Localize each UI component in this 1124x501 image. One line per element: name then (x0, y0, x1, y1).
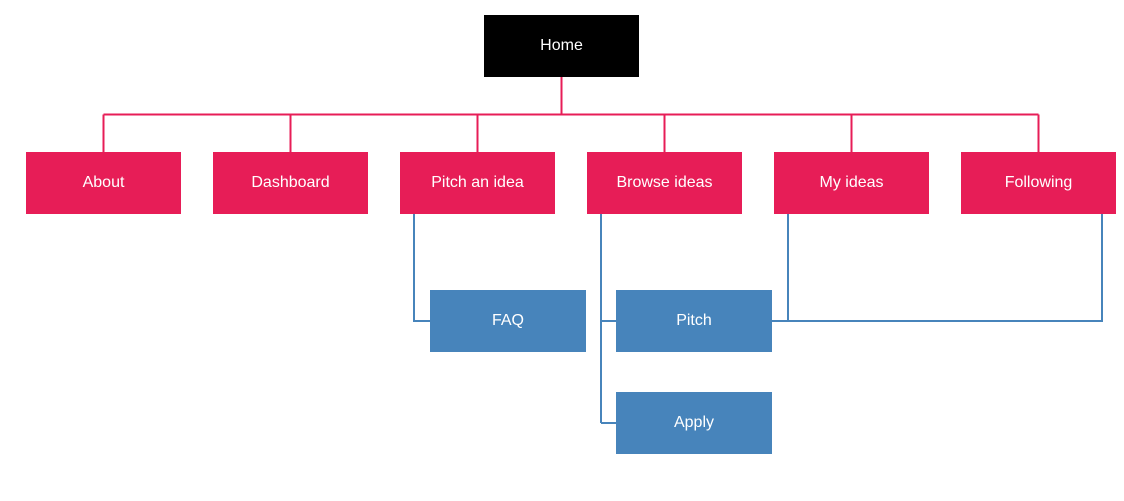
node-dashboard: Dashboard (213, 152, 368, 214)
node-dashboard-label: Dashboard (251, 174, 329, 192)
node-following: Following (961, 152, 1116, 214)
node-my-ideas: My ideas (774, 152, 929, 214)
node-apply-label: Apply (674, 414, 714, 432)
node-pitch-label: Pitch (676, 312, 712, 330)
node-following-label: Following (1005, 174, 1073, 192)
node-pitchidea-label: Pitch an idea (431, 174, 524, 192)
node-home: Home (484, 15, 639, 77)
node-pitch-an-idea: Pitch an idea (400, 152, 555, 214)
node-pitch: Pitch (616, 290, 772, 352)
node-myideas-label: My ideas (819, 174, 883, 192)
node-faq: FAQ (430, 290, 586, 352)
node-browse-ideas: Browse ideas (587, 152, 742, 214)
node-apply: Apply (616, 392, 772, 454)
node-browse-label: Browse ideas (616, 174, 712, 192)
node-about-label: About (83, 174, 125, 192)
node-home-label: Home (540, 37, 583, 55)
node-about: About (26, 152, 181, 214)
node-faq-label: FAQ (492, 312, 524, 330)
